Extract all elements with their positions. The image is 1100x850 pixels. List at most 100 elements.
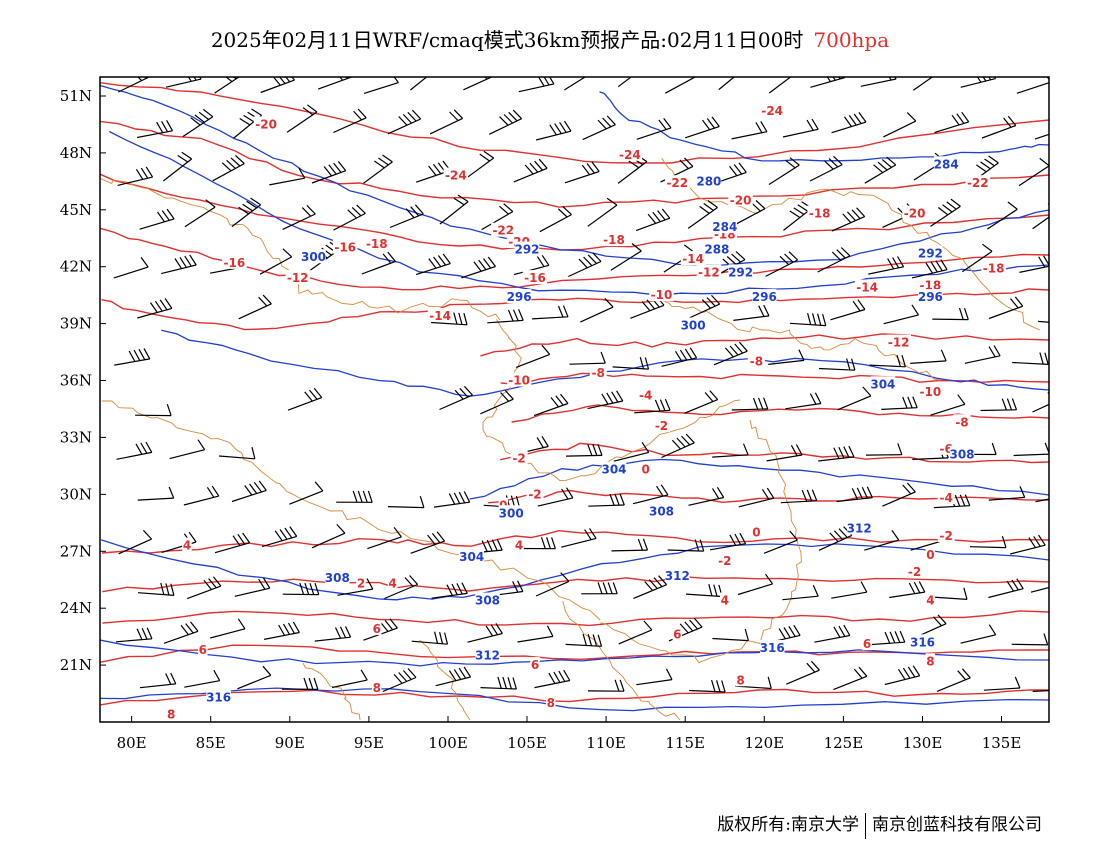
temperature-label: -16: [524, 271, 546, 285]
wind-barb-feather: [811, 489, 818, 502]
wind-barb: [617, 77, 633, 88]
wind-barb: [865, 443, 903, 456]
wind-barb-feather: [135, 443, 143, 455]
wind-barb: [367, 527, 402, 550]
wind-barb-shaft: [535, 580, 570, 597]
wind-barb-feather: [524, 164, 534, 175]
wind-barb: [911, 259, 948, 279]
wind-barb-feather: [166, 404, 172, 416]
wind-barb-feather: [453, 197, 465, 206]
wind-barb-feather: [164, 298, 173, 309]
wind-barb: [361, 251, 396, 275]
wind-barb-feather: [894, 631, 901, 643]
wind-barb-feather: [554, 123, 562, 134]
wind-barb-feather: [512, 109, 523, 120]
wind-barb-shaft: [831, 121, 867, 134]
lat-tick-label: 30N: [60, 485, 92, 503]
wind-barb-feather: [793, 207, 805, 215]
wind-barb-feather: [884, 631, 891, 644]
lat-tick-label: 36N: [60, 372, 92, 390]
wind-barb-shaft: [634, 409, 671, 414]
wind-barb-shaft: [287, 397, 323, 411]
wind-barb-feather: [237, 618, 246, 630]
lat-tick-label: 48N: [60, 144, 92, 162]
wind-barb-feather: [671, 439, 681, 450]
temperature-label-bg: [364, 235, 389, 250]
wind-barb-shaft: [733, 315, 770, 321]
wind-barb-feather: [344, 626, 352, 638]
height-label-bg: [949, 446, 975, 461]
lon-tick-label: 115E: [665, 734, 705, 752]
temperature-label-bg: [937, 490, 955, 505]
wind-barb-feather: [253, 481, 262, 493]
wind-barb-feather: [203, 579, 212, 590]
wind-barb: [768, 349, 805, 365]
wind-barb-feather: [684, 348, 693, 360]
wind-barb-feather: [352, 490, 358, 503]
wind-barb-feather: [853, 113, 862, 124]
wind-barb-feather: [765, 573, 773, 585]
wind-barb: [136, 120, 174, 139]
wind-barb: [988, 578, 1024, 599]
wind-barb-shaft: [234, 587, 270, 597]
wind-barb-feather: [933, 62, 943, 69]
wind-barb-feather: [811, 118, 819, 130]
temperature-label: 6: [863, 637, 871, 651]
wind-barb-shaft: [610, 250, 642, 271]
wind-barb-feather: [1038, 256, 1046, 268]
wind-barb-feather: [540, 537, 546, 549]
wind-barb-shaft: [882, 491, 916, 507]
plot-area: [100, 77, 1049, 722]
wind-barb-feather: [911, 304, 920, 316]
wind-barb: [387, 496, 425, 509]
temperature-label-bg: [166, 706, 176, 721]
wind-barb-feather: [190, 117, 201, 126]
wind-barb-shaft: [518, 83, 555, 93]
wind-barb-feather: [262, 294, 272, 305]
temperature-label: -2: [512, 451, 525, 465]
wind-barb-shaft: [269, 177, 305, 186]
temperature-label-bg: [640, 461, 651, 476]
wind-barb: [333, 204, 366, 231]
wind-barb: [612, 357, 650, 370]
wind-barb-feather: [251, 447, 256, 459]
wind-barb-feather: [701, 299, 712, 309]
wind-barb-feather: [851, 358, 856, 371]
wind-barb-feather: [165, 583, 170, 596]
wind-barb-shaft: [513, 264, 550, 276]
wind-barb-shaft: [387, 118, 421, 135]
wind-barb: [961, 243, 993, 273]
wind-barb-feather: [409, 575, 419, 585]
wind-barb-shaft: [617, 161, 648, 184]
wind-barb-shaft: [212, 163, 245, 182]
wind-barb-feather: [481, 540, 488, 552]
wind-barb-feather: [896, 256, 905, 268]
wind-barb-feather: [141, 627, 148, 640]
wind-barb-shaft: [116, 451, 152, 460]
wind-barb-feather: [282, 623, 291, 635]
wind-barb-shaft: [731, 131, 768, 140]
wind-barb-feather: [681, 435, 691, 446]
wind-barb-feather: [211, 485, 220, 497]
wind-barb: [116, 627, 153, 643]
wind-barb-feather: [711, 679, 716, 692]
wind-barb-feather: [779, 255, 790, 266]
wind-barb-feather: [711, 488, 720, 499]
wind-barb-shaft: [587, 400, 623, 410]
temperature-label: -22: [967, 176, 989, 190]
wind-barb-feather: [536, 256, 545, 267]
wind-barb-feather: [168, 486, 175, 499]
wind-barb-shaft: [289, 490, 324, 505]
wind-barb-feather: [935, 260, 943, 272]
wind-barb-shaft: [689, 689, 726, 693]
temperature-label: -12: [888, 336, 910, 350]
wind-barb: [983, 676, 1021, 691]
wind-barb-feather: [437, 255, 447, 266]
wind-barb-feather: [1014, 296, 1024, 307]
wind-barb-feather: [393, 527, 402, 538]
wind-barb-feather: [194, 114, 205, 123]
temperature-label-bg: [716, 552, 734, 567]
wind-barb: [237, 665, 272, 690]
wind-barb-feather: [724, 347, 734, 358]
wind-barb-feather: [428, 165, 437, 176]
